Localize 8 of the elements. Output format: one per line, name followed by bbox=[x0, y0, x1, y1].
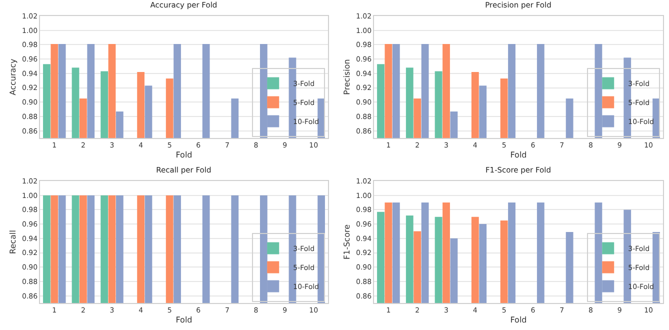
x-axis-title: Fold bbox=[510, 150, 527, 160]
y-axis-title: F1-Score bbox=[342, 224, 352, 260]
x-axis-title: Fold bbox=[176, 316, 192, 324]
x-axis-title: Fold bbox=[510, 316, 527, 324]
x-axis-title: Fold bbox=[176, 150, 192, 160]
y-axis-title: Recall bbox=[8, 230, 18, 254]
y-axis-title: Accuracy bbox=[8, 58, 18, 96]
y-axis-title: Precision bbox=[342, 59, 352, 95]
